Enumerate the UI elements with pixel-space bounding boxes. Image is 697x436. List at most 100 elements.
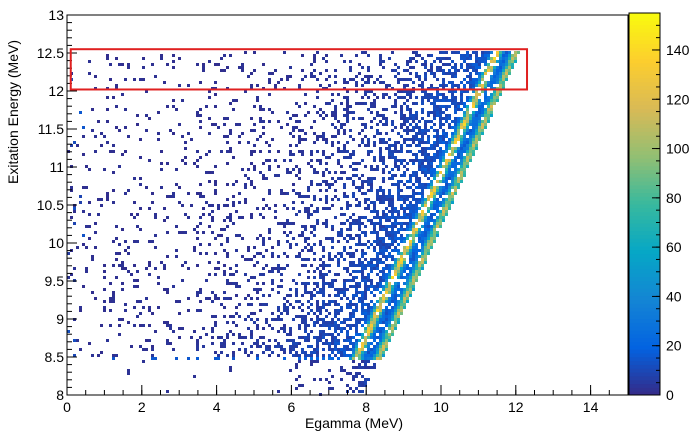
heatmap-cell — [124, 192, 127, 195]
heatmap-cell — [106, 141, 109, 144]
heatmap-cell — [250, 162, 253, 165]
heatmap-cell — [241, 216, 244, 219]
heatmap-cell — [397, 237, 400, 240]
heatmap-cell — [277, 285, 280, 288]
heatmap-cell — [376, 285, 379, 288]
heatmap-cell — [361, 129, 364, 132]
heatmap-cell — [460, 93, 463, 96]
heatmap-cell — [346, 90, 349, 93]
heatmap-cell — [409, 144, 412, 147]
heatmap-cell — [505, 69, 508, 72]
heatmap-cell — [337, 324, 340, 327]
heatmap-cell — [97, 213, 100, 216]
heatmap-cell — [310, 351, 313, 354]
heatmap-cell — [226, 183, 229, 186]
heatmap-cell — [382, 216, 385, 219]
heatmap-cell — [178, 84, 181, 87]
heatmap-cell — [406, 288, 409, 291]
heatmap-cell — [238, 348, 241, 351]
heatmap-cell — [430, 234, 433, 237]
heatmap-cell — [451, 159, 454, 162]
heatmap-cell — [70, 186, 73, 189]
heatmap-cell — [289, 153, 292, 156]
heatmap-cell — [430, 240, 433, 243]
heatmap-cell — [355, 243, 358, 246]
heatmap-cell — [364, 366, 367, 369]
heatmap-cell — [421, 108, 424, 111]
heatmap-cell — [379, 195, 382, 198]
heatmap-cell — [313, 54, 316, 57]
heatmap-cell — [364, 207, 367, 210]
heatmap-cell — [343, 78, 346, 81]
heatmap-cell — [391, 51, 394, 54]
heatmap-cell — [373, 210, 376, 213]
heatmap-cell — [418, 141, 421, 144]
heatmap-cell — [514, 54, 517, 57]
heatmap-cell — [394, 99, 397, 102]
heatmap-cell — [259, 150, 262, 153]
heatmap-cell — [424, 156, 427, 159]
heatmap-cell — [364, 279, 367, 282]
colorbar-segment — [629, 127, 660, 132]
heatmap-cell — [403, 195, 406, 198]
heatmap-cell — [331, 351, 334, 354]
heatmap-cell — [355, 303, 358, 306]
heatmap-cell — [415, 222, 418, 225]
heatmap-cell — [355, 387, 358, 390]
heatmap-cell — [496, 54, 499, 57]
heatmap-cell — [412, 117, 415, 120]
heatmap-cell — [421, 96, 424, 99]
heatmap-cell — [418, 249, 421, 252]
heatmap-cell — [85, 165, 88, 168]
heatmap-cell — [154, 75, 157, 78]
heatmap-cell — [415, 51, 418, 54]
heatmap-cell — [349, 273, 352, 276]
heatmap-cell — [409, 108, 412, 111]
heatmap-cell — [367, 219, 370, 222]
heatmap-cell — [319, 339, 322, 342]
heatmap-cell — [313, 258, 316, 261]
heatmap-cell — [397, 276, 400, 279]
heatmap-cell — [463, 135, 466, 138]
heatmap-cell — [262, 216, 265, 219]
heatmap-cell — [397, 294, 400, 297]
heatmap-cell — [388, 327, 391, 330]
heatmap-cell — [442, 174, 445, 177]
heatmap-cell — [352, 294, 355, 297]
heatmap-cell — [307, 249, 310, 252]
heatmap-cell — [358, 372, 361, 375]
heatmap-cell — [181, 99, 184, 102]
heatmap-cell — [304, 75, 307, 78]
heatmap-cell — [421, 246, 424, 249]
heatmap-cell — [103, 306, 106, 309]
heatmap-cell — [337, 141, 340, 144]
heatmap-cell — [187, 309, 190, 312]
heatmap-cell — [442, 165, 445, 168]
heatmap-cell — [271, 351, 274, 354]
heatmap-cell — [385, 318, 388, 321]
heatmap-cell — [379, 342, 382, 345]
heatmap-cell — [370, 279, 373, 282]
heatmap-cell — [421, 129, 424, 132]
heatmap-cell — [466, 111, 469, 114]
heatmap-cell — [325, 195, 328, 198]
heatmap-cell — [388, 255, 391, 258]
heatmap-cell — [451, 198, 454, 201]
heatmap-cell — [466, 144, 469, 147]
heatmap-cell — [73, 222, 76, 225]
heatmap-cell — [313, 270, 316, 273]
heatmap-cell — [442, 138, 445, 141]
heatmap-cell — [325, 54, 328, 57]
heatmap-cell — [316, 111, 319, 114]
heatmap-cell — [394, 231, 397, 234]
heatmap-cell — [277, 291, 280, 294]
heatmap-cell — [493, 99, 496, 102]
heatmap-cell — [460, 144, 463, 147]
heatmap-cell — [232, 195, 235, 198]
heatmap-cell — [463, 150, 466, 153]
heatmap-cell — [484, 96, 487, 99]
heatmap-cell — [391, 156, 394, 159]
heatmap-cell — [361, 141, 364, 144]
heatmap-cell — [361, 252, 364, 255]
heatmap-cell — [340, 354, 343, 357]
